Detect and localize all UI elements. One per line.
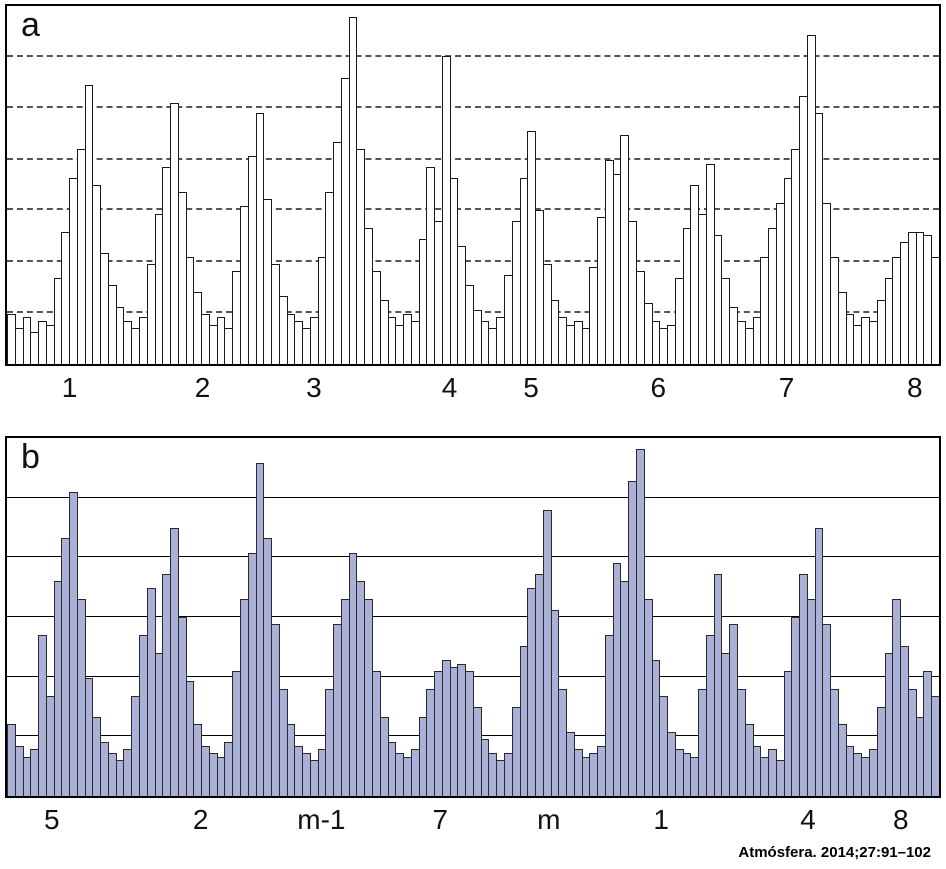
panel-a-block: a 1 2 3 4 5 6 7 8: [5, 4, 941, 410]
panel-spacer: [5, 410, 941, 436]
x-tick-label: m-1: [297, 804, 346, 835]
gridline: [7, 55, 939, 58]
x-tick-label: m: [537, 804, 561, 835]
figure-caption: Atmósfera. 2014;27:91–102: [738, 844, 931, 861]
x-tick-label: 1: [653, 804, 669, 835]
x-tick-label: 8: [906, 372, 923, 403]
panel-b-plot: b: [5, 436, 941, 798]
gridline: [7, 157, 939, 160]
gridline: [7, 556, 939, 558]
bar: [931, 695, 939, 796]
x-tick-label: 7: [778, 372, 795, 403]
x-tick-label: 8: [892, 804, 909, 835]
x-tick-label: 6: [650, 372, 667, 403]
x-tick-label: 3: [306, 372, 322, 403]
x-tick-label: 7: [432, 804, 449, 835]
x-tick-label: 2: [192, 804, 209, 835]
gridline: [7, 259, 939, 262]
x-tick-label: 1: [61, 372, 78, 403]
x-tick-label: 2: [194, 372, 211, 403]
panel-a-label: a: [21, 6, 40, 44]
gridline: [7, 106, 939, 109]
x-tick-label: 4: [441, 372, 458, 403]
panel-b-label: b: [21, 438, 40, 476]
x-tick-label: 5: [44, 804, 60, 835]
gridline: [7, 616, 939, 617]
x-tick-label: 5: [523, 372, 539, 403]
panel-a-x-axis-labels: 1 2 3 4 5 6 7 8: [5, 366, 941, 410]
bar: [931, 256, 939, 364]
panel-a-plot: a: [5, 4, 941, 366]
gridline: [7, 208, 939, 211]
panel-b-bars: [7, 438, 939, 796]
panel-b-x-axis-labels: 5 2 m-1 7 m 1 4 8: [5, 798, 941, 842]
gridline: [7, 496, 939, 498]
panel-b-block: b 5 2 m-1 7 m 1 4 8: [5, 436, 941, 842]
panel-a-bars: [7, 6, 939, 364]
x-tick-label: 4: [800, 804, 816, 835]
